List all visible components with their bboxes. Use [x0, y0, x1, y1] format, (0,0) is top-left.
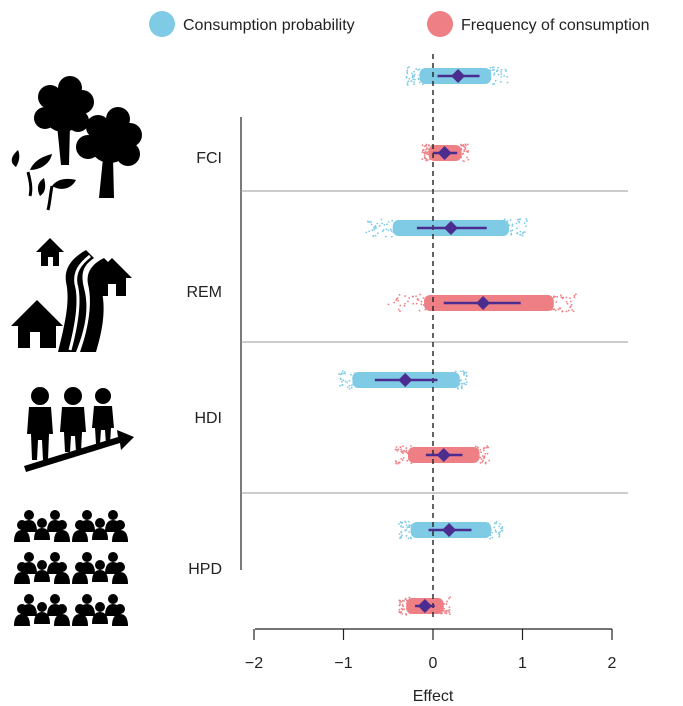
- x-axis-label: Effect: [413, 688, 454, 705]
- estimate-hdi-probability: [374, 373, 438, 387]
- estimate-hdi-frequency: [425, 448, 463, 462]
- x-tick-label: 2: [608, 655, 617, 672]
- legend-label-consumption-probability: Consumption probability: [183, 17, 355, 34]
- group-label-fci: FCI: [196, 150, 222, 167]
- estimate-rem-probability: [416, 221, 487, 235]
- legend: Consumption probability Frequency of con…: [149, 11, 650, 37]
- x-tick-label: −2: [245, 655, 263, 672]
- trees-icon: [11, 76, 142, 211]
- band-layer: [338, 66, 577, 616]
- people-growth-icon: [24, 387, 134, 472]
- estimate-hpd-frequency: [415, 599, 435, 613]
- estimate-fci-probability: [437, 69, 480, 83]
- estimate-layer: [374, 69, 521, 613]
- x-tick-label: 1: [518, 655, 527, 672]
- band-hdi-frequency: [394, 445, 491, 465]
- group-label-rem: REM: [186, 284, 222, 301]
- crowd-icon: [14, 510, 128, 626]
- legend-label-frequency-of-consumption: Frequency of consumption: [461, 17, 650, 34]
- remote-houses-road-icon: [11, 238, 132, 352]
- x-axis: −2 −1 0 1 2: [245, 628, 617, 672]
- group-label-hdi: HDI: [194, 410, 222, 427]
- estimate-hpd-probability: [428, 523, 472, 537]
- legend-swatch-consumption-probability: [149, 11, 175, 37]
- x-tick-label: 0: [429, 655, 438, 672]
- estimate-rem-frequency: [443, 296, 521, 310]
- band-fci-frequency: [421, 143, 470, 163]
- estimate-fci-frequency: [433, 146, 458, 160]
- legend-swatch-frequency-of-consumption: [427, 11, 453, 37]
- group-label-hpd: HPD: [188, 561, 222, 578]
- x-tick-label: −1: [334, 655, 352, 672]
